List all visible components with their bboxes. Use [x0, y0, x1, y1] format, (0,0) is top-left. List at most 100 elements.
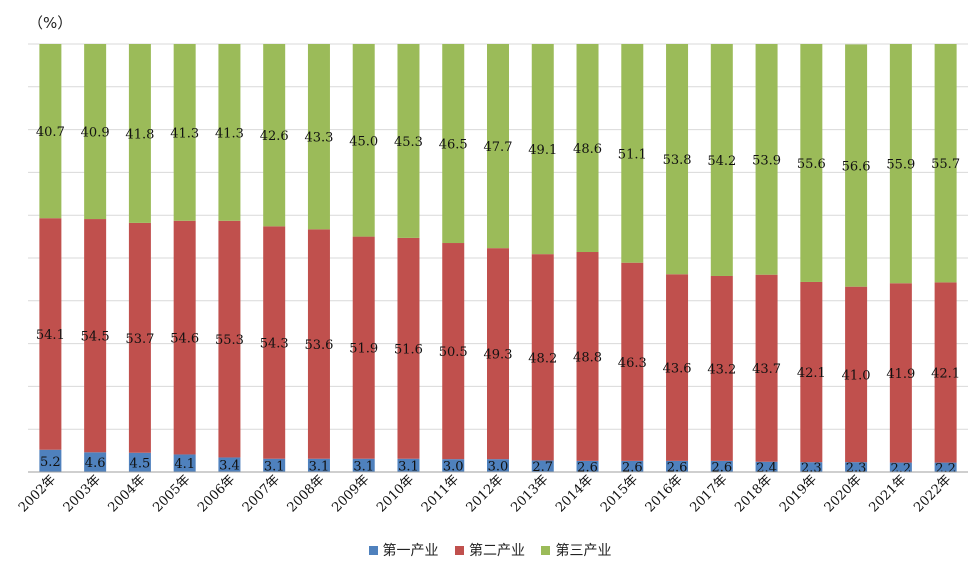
bar-segment-secondary	[710, 275, 733, 461]
data-label-primary: 2.6	[667, 460, 688, 475]
bar-segment-tertiary	[442, 44, 465, 244]
data-label-primary: 3.1	[309, 459, 330, 474]
data-label-tertiary: 40.9	[81, 126, 110, 141]
data-label-tertiary: 53.8	[663, 153, 692, 168]
bar-segment-primary	[934, 462, 957, 472]
x-tick-label: 2005年	[150, 472, 193, 515]
data-label-secondary: 42.1	[797, 366, 826, 381]
data-label-primary: 2.4	[756, 461, 777, 476]
data-label-secondary: 48.2	[528, 351, 557, 366]
data-label-primary: 3.0	[488, 460, 509, 475]
data-label-secondary: 46.3	[618, 356, 647, 371]
bar-segment-secondary	[800, 281, 823, 463]
bar-segment-primary	[800, 462, 823, 472]
bar-segment-secondary	[621, 262, 644, 461]
bar-segment-primary	[307, 458, 330, 472]
bar-segment-secondary	[307, 229, 330, 459]
data-label-secondary: 55.3	[215, 333, 244, 348]
data-label-primary: 4.6	[85, 456, 106, 471]
data-label-tertiary: 55.9	[886, 158, 915, 173]
data-label-tertiary: 56.6	[842, 160, 871, 175]
data-label-secondary: 54.1	[36, 328, 65, 343]
x-tick-label: 2009年	[329, 472, 372, 515]
bar-segment-secondary	[576, 252, 599, 461]
x-tick-label: 2021年	[866, 472, 909, 515]
bar-segment-secondary	[934, 282, 957, 463]
x-tick-label: 2015年	[598, 472, 641, 515]
data-label-secondary: 41.9	[886, 367, 915, 382]
bar-segment-secondary	[531, 254, 554, 461]
bar-segment-tertiary	[39, 44, 62, 219]
data-label-secondary: 51.6	[394, 342, 423, 357]
bar-segment-secondary	[889, 283, 912, 463]
bar-segment-tertiary	[218, 44, 241, 221]
bar-segment-tertiary	[487, 44, 509, 249]
data-label-primary: 2.6	[711, 460, 732, 475]
legend-item-primary: 第一产业	[368, 540, 439, 560]
data-label-secondary: 43.2	[707, 362, 736, 377]
bar-segment-secondary	[845, 286, 868, 463]
bar-segment-tertiary	[755, 44, 778, 275]
data-label-secondary: 54.5	[81, 330, 110, 345]
x-tick-label: 2011年	[419, 472, 462, 515]
data-label-primary: 2.7	[532, 460, 553, 475]
data-label-secondary: 42.1	[931, 366, 960, 381]
bar-segment-primary	[621, 460, 644, 472]
y-axis-unit-label: （%）	[28, 14, 73, 32]
data-label-tertiary: 45.3	[394, 135, 423, 150]
bar-segment-primary	[889, 462, 912, 472]
data-label-tertiary: 41.3	[215, 126, 244, 141]
x-tick-label: 2010年	[374, 472, 417, 515]
data-label-tertiary: 54.2	[707, 154, 736, 169]
bar-segment-secondary	[218, 220, 241, 458]
bar-segment-primary	[576, 460, 599, 472]
x-tick-label: 2016年	[643, 472, 686, 515]
data-label-primary: 3.1	[398, 459, 419, 474]
bar-segment-primary	[845, 462, 868, 472]
data-label-primary: 3.0	[443, 460, 464, 475]
x-tick-label: 2004年	[106, 472, 149, 515]
x-tick-label: 2003年	[61, 472, 104, 515]
data-label-tertiary: 46.5	[439, 138, 468, 153]
data-label-primary: 3.4	[219, 459, 240, 474]
x-tick-label: 2022年	[911, 472, 954, 515]
x-tick-label: 2008年	[285, 472, 328, 515]
bar-segment-primary	[666, 460, 689, 472]
data-label-tertiary: 45.0	[349, 134, 378, 149]
bar-segment-primary	[531, 460, 554, 472]
data-label-primary: 4.5	[130, 456, 151, 471]
bar-segment-tertiary	[263, 44, 286, 227]
bar-segment-tertiary	[397, 44, 420, 238]
bar-segment-tertiary	[800, 44, 823, 282]
data-label-primary: 2.2	[891, 461, 912, 476]
data-label-tertiary: 55.6	[797, 157, 826, 172]
bar-segment-secondary	[263, 226, 286, 459]
bar-segment-tertiary	[576, 44, 599, 253]
x-tick-label: 2002年	[16, 472, 59, 515]
data-label-secondary: 43.6	[663, 362, 692, 377]
legend-label-secondary: 第二产业	[469, 543, 525, 559]
data-label-tertiary: 55.7	[931, 157, 960, 172]
legend-item-tertiary: 第三产业	[541, 540, 611, 560]
legend-label-tertiary: 第三产业	[555, 543, 612, 559]
x-tick-label: 2014年	[553, 472, 596, 515]
x-tick-label: 2006年	[195, 472, 238, 515]
legend-label-primary: 第一产业	[382, 543, 439, 559]
bar-segment-primary	[755, 461, 778, 472]
data-label-tertiary: 51.1	[618, 147, 647, 162]
legend-swatch-tertiary	[541, 546, 551, 555]
bar-segment-primary	[710, 460, 733, 472]
bar-segment-tertiary	[307, 44, 330, 230]
x-tick-label: 2020年	[822, 472, 865, 515]
x-tick-label: 2013年	[508, 472, 551, 515]
x-tick-label: 2017年	[687, 472, 730, 515]
bar-segment-secondary	[84, 219, 107, 453]
data-label-secondary: 54.6	[170, 332, 199, 347]
data-label-secondary: 49.3	[484, 348, 513, 363]
bar-segment-secondary	[755, 274, 778, 462]
data-label-primary: 4.1	[174, 457, 195, 472]
bar-segment-primary	[397, 458, 420, 472]
bar-segment-primary	[352, 458, 375, 472]
bar-segment-tertiary	[845, 44, 868, 287]
data-label-tertiary: 53.9	[752, 153, 781, 168]
